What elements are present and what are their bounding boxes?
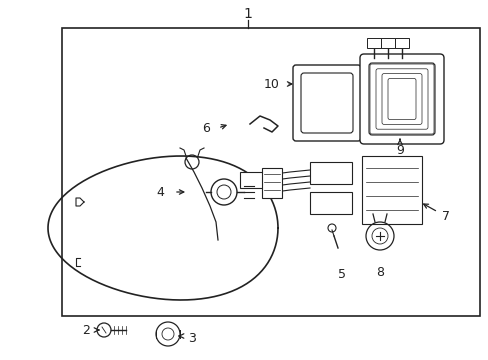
Bar <box>366 38 380 48</box>
Text: 1: 1 <box>243 7 252 21</box>
FancyBboxPatch shape <box>301 73 352 133</box>
Text: 6: 6 <box>202 122 209 135</box>
FancyBboxPatch shape <box>368 63 434 135</box>
Bar <box>309 192 351 214</box>
FancyBboxPatch shape <box>359 54 443 144</box>
Bar <box>62 28 479 316</box>
Bar <box>240 172 264 188</box>
Bar <box>309 162 351 184</box>
FancyBboxPatch shape <box>292 65 360 141</box>
Bar <box>394 38 408 48</box>
Text: 9: 9 <box>395 144 403 157</box>
Text: 2: 2 <box>82 324 90 337</box>
Text: 8: 8 <box>375 266 383 279</box>
Text: 10: 10 <box>264 77 279 90</box>
Bar <box>262 168 282 198</box>
Text: 4: 4 <box>156 185 163 198</box>
Text: 7: 7 <box>441 210 449 222</box>
Text: 3: 3 <box>188 332 196 345</box>
Bar <box>380 38 394 48</box>
Text: 5: 5 <box>337 267 346 280</box>
Bar <box>361 156 421 224</box>
